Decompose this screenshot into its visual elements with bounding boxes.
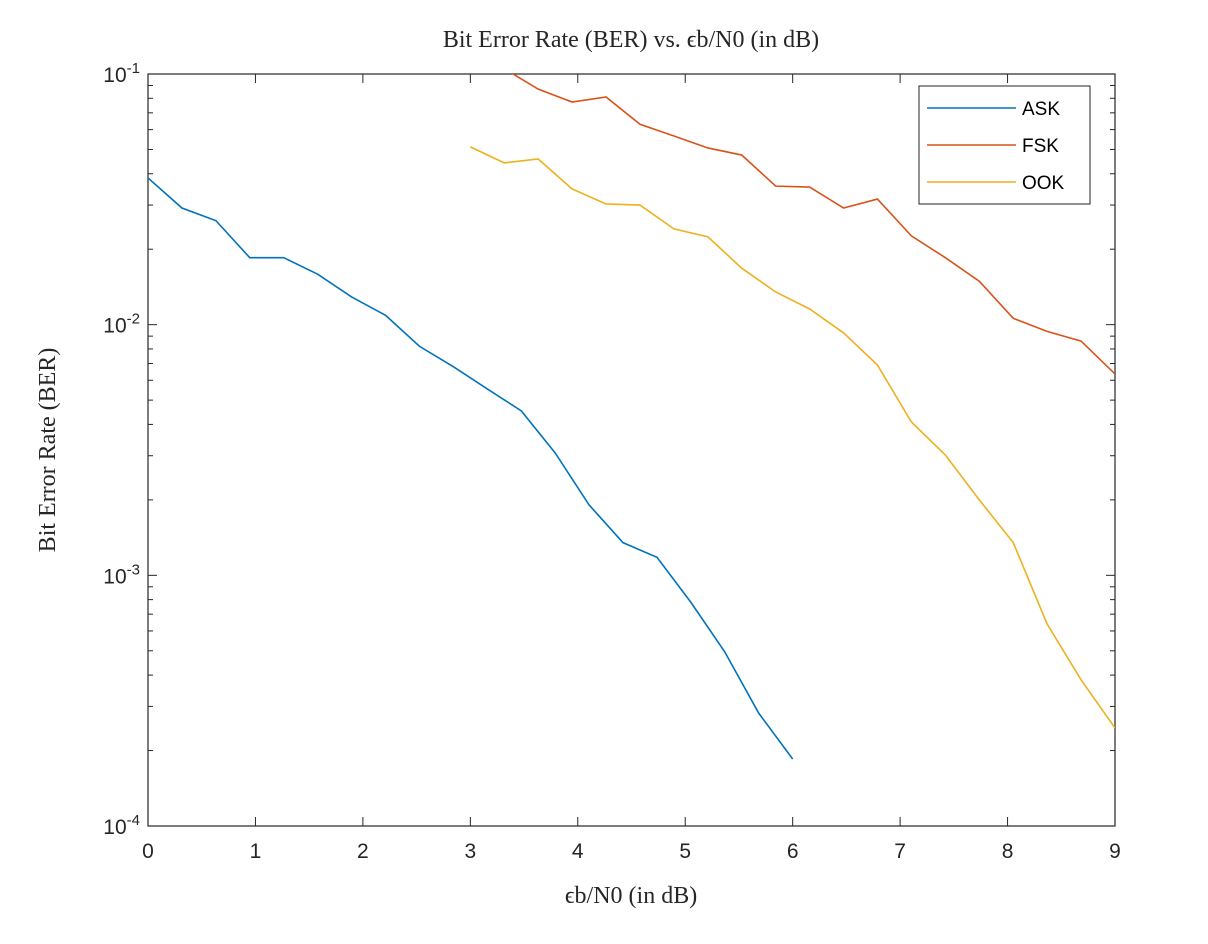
y-tick-exponent: -2 bbox=[127, 311, 140, 328]
series-lines bbox=[148, 74, 1115, 760]
y-tick-label: 10-2 bbox=[103, 311, 140, 338]
chart-title: Bit Error Rate (BER) vs. ϵb/N0 (in dB) bbox=[443, 27, 819, 53]
y-tick-label: 10-4 bbox=[103, 812, 140, 839]
y-tick-label: 10-3 bbox=[103, 561, 140, 588]
legend: ASK FSK OOK bbox=[918, 85, 1091, 205]
y-tick-label: 10-1 bbox=[103, 60, 140, 87]
x-tick-label: 4 bbox=[572, 840, 584, 863]
x-tick-label: 1 bbox=[250, 840, 262, 863]
x-tick-label: 6 bbox=[787, 840, 799, 863]
series-line-ask bbox=[148, 177, 794, 760]
y-tick-base: 10 bbox=[103, 64, 126, 87]
axes: 0 1 2 3 4 5 6 7 8 910-410-310-210-1 bbox=[103, 60, 1121, 863]
axes-box bbox=[147, 73, 1116, 827]
x-tick-label: 2 bbox=[357, 840, 369, 863]
legend-label: ASK bbox=[1022, 99, 1060, 120]
x-tick-label: 9 bbox=[1109, 840, 1121, 863]
x-tick-label: 8 bbox=[1002, 840, 1014, 863]
x-tick-label: 7 bbox=[894, 840, 906, 863]
x-tick-label: 0 bbox=[142, 840, 154, 863]
y-axis-label: Bit Error Rate (BER) bbox=[35, 348, 61, 553]
x-tick-label: 5 bbox=[679, 840, 691, 863]
y-tick-exponent: -3 bbox=[127, 561, 140, 578]
y-tick-exponent: -1 bbox=[127, 60, 140, 77]
y-tick-exponent: -4 bbox=[127, 812, 140, 829]
series-line-ook bbox=[469, 146, 1115, 729]
legend-label: OOK bbox=[1022, 173, 1065, 194]
y-tick-base: 10 bbox=[103, 315, 126, 338]
series-line-fsk bbox=[511, 74, 1115, 375]
legend-label: FSK bbox=[1022, 136, 1059, 157]
x-tick-label: 3 bbox=[464, 840, 476, 863]
y-tick-base: 10 bbox=[103, 565, 126, 588]
y-tick-base: 10 bbox=[103, 816, 126, 839]
x-axis-label: ϵb/N0 (in dB) bbox=[565, 883, 697, 909]
